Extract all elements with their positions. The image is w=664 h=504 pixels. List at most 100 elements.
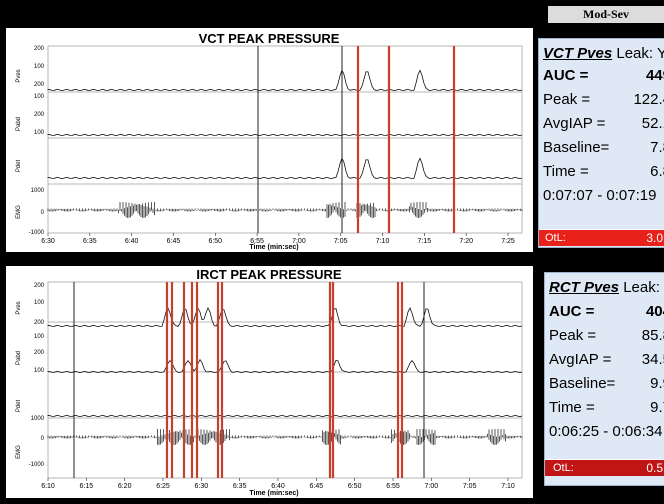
avgiap-value: 52.1	[641, 115, 664, 132]
time-row: Time = 9.7	[549, 399, 664, 416]
y-tick-label: 200	[34, 112, 45, 118]
x-tick-label: 6:40	[125, 238, 139, 245]
peak-value: 122.4	[633, 91, 664, 108]
avgiap-row: AvgIAP = 52.1	[543, 115, 664, 132]
channel-label-pabd: Pabd	[16, 117, 22, 131]
channel-label-pves: Pves	[16, 69, 22, 82]
y-tick-label: 100	[34, 64, 45, 70]
otl-label: OtL:	[553, 462, 574, 474]
x-tick-label: 6:50	[348, 483, 362, 490]
baseline-row: Baseline= 7.8	[543, 139, 664, 156]
channel-label-pdet: Pdet	[16, 159, 22, 172]
baseline-label: Baseline=	[543, 139, 610, 156]
time-row: Time = 6.8	[543, 163, 664, 180]
y-tick-label: 100	[34, 368, 45, 374]
signal-trace	[47, 358, 523, 374]
rct-results-box: RCT Pves Leak: Yes AUC = 404 Peak = 85.8 A…	[544, 272, 664, 486]
y-tick-label: 100	[34, 130, 45, 136]
y-tick-label: 200	[34, 320, 45, 326]
vct-header-row: VCT Pves Leak: Yes	[543, 45, 664, 62]
auc-label: AUC =	[543, 67, 589, 84]
emg-trace	[47, 202, 523, 218]
avgiap-label: AvgIAP =	[543, 115, 606, 132]
x-tick-label: 7:00	[425, 483, 439, 490]
time-range: 0:07:07 - 0:07:19	[543, 187, 657, 204]
time-value: 6.8	[650, 163, 664, 180]
peak-label: Peak =	[549, 327, 597, 344]
x-tick-label: 6:20	[118, 483, 132, 490]
signal-trace	[47, 157, 523, 180]
irct-chart: IRCT PEAK PRESSURE 200 100 200 100 200 100 100…	[16, 267, 523, 497]
emg-trace	[47, 429, 523, 445]
plot-frame	[47, 281, 523, 479]
x-tick-label: 6:55	[386, 483, 400, 490]
x-tick-label: 7:00	[292, 238, 306, 245]
severity-badge: Mod-Sev	[548, 6, 664, 23]
rct-header-label: RCT Pves	[549, 279, 620, 296]
x-tick-label: 6:40	[271, 483, 285, 490]
otl-label: OtL:	[545, 232, 566, 244]
channel-label-pabd: Pabd	[16, 351, 22, 365]
x-tick-label: 7:20	[459, 238, 473, 245]
x-tick-label: 6:30	[41, 238, 55, 245]
auc-row: AUC = 404	[549, 303, 664, 320]
vct-chart-panel: VCT PEAK PRESSURE 200 100 200 100 200 100 1000…	[6, 28, 533, 252]
y-tick-label: -1000	[29, 462, 45, 468]
x-tick-label: 6:35	[83, 238, 97, 245]
vct-results-box: VCT Pves Leak: Yes AUC =449 Peak =122.4 …	[538, 38, 664, 248]
chart-title: IRCT PEAK PRESSURE	[196, 267, 342, 282]
auc-value: 404	[645, 303, 664, 320]
y-tick-label: 0	[41, 436, 45, 442]
peak-row: Peak = 85.8	[549, 327, 664, 344]
channel-label-emg: EMG	[16, 205, 22, 219]
y-tick-label: 200	[34, 82, 45, 88]
x-tick-label: 6:45	[310, 483, 324, 490]
x-tick-label: 6:30	[195, 483, 209, 490]
rct-header-row: RCT Pves Leak: Yes	[549, 279, 664, 296]
avgiap-row: AvgIAP = 34.5	[549, 351, 664, 368]
x-axis-label: Time (min:sec)	[249, 490, 298, 497]
time-range: 0:06:25 - 0:06:34	[549, 423, 663, 440]
leak-label: Leak: Yes	[623, 279, 664, 296]
x-tick-label: 7:10	[376, 238, 390, 245]
baseline-label: Baseline=	[549, 375, 616, 392]
x-axis-label: Time (min:sec)	[249, 244, 298, 251]
time-label: Time =	[543, 163, 589, 180]
auc-label: AUC =	[549, 303, 595, 320]
x-tick-label: 6:35	[233, 483, 247, 490]
auc-value: 449	[645, 67, 664, 84]
signal-trace	[47, 414, 523, 418]
x-tick-label: 6:25	[156, 483, 170, 490]
leak-label: Leak: Yes	[616, 45, 664, 62]
time-value: 9.7	[650, 399, 664, 416]
x-tick-label: 7:25	[501, 238, 515, 245]
channel-label-pves: Pves	[16, 301, 22, 314]
channel-label-pdet: Pdet	[16, 399, 22, 412]
x-tick-label: 6:55	[250, 238, 264, 245]
baseline-value: 7.8	[650, 139, 664, 156]
y-tick-label: 200	[34, 350, 45, 356]
y-tick-label: 1000	[31, 416, 45, 422]
baseline-value: 9.9	[650, 375, 664, 392]
vct-chart: VCT PEAK PRESSURE 200 100 200 100 200 100 1000…	[16, 31, 523, 251]
auc-row: AUC = 449	[543, 67, 664, 84]
x-tick-label: 6:15	[80, 483, 94, 490]
otl-bar: OtL: 0.5	[545, 459, 664, 476]
otl-value: 0.5	[646, 461, 663, 475]
baseline-row: Baseline= 9.9	[549, 375, 664, 392]
x-tick-label: 7:05	[463, 483, 477, 490]
chart-title: VCT PEAK PRESSURE	[199, 31, 340, 46]
x-tick-label: 6:10	[41, 483, 55, 490]
x-tick-label: 7:15	[418, 238, 432, 245]
y-tick-label: 200	[34, 283, 45, 289]
y-tick-label: 200	[34, 46, 45, 52]
irct-chart-panel: IRCT PEAK PRESSURE 200 100 200 100 200 100 100…	[6, 266, 533, 498]
y-tick-label: 100	[34, 300, 45, 306]
plot-frame	[47, 45, 523, 234]
x-tick-label: 7:10	[501, 483, 515, 490]
y-tick-label: 0	[41, 210, 45, 216]
x-tick-label: 6:45	[167, 238, 181, 245]
y-tick-label: 100	[34, 94, 45, 100]
y-tick-label: 1000	[31, 188, 45, 194]
channel-label-emg: EMG	[16, 445, 22, 459]
